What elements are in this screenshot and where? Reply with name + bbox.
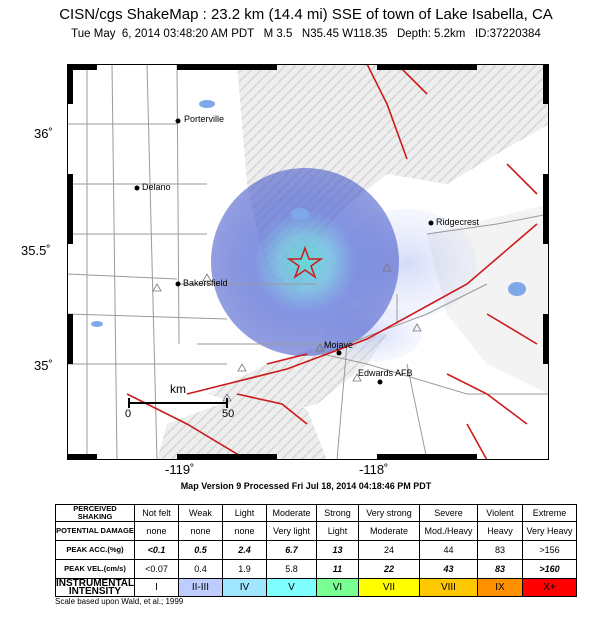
- legend-acc: 83: [476, 540, 523, 560]
- legend-acc: 13: [315, 540, 359, 560]
- legend-intensity: VIII: [418, 578, 478, 597]
- legend-vel: >160: [521, 559, 577, 579]
- south-relief: [157, 394, 327, 460]
- legend-acc: >156: [521, 540, 577, 560]
- legend-damage: Light: [315, 521, 359, 541]
- roads: [67, 64, 549, 460]
- legend-vel: <0.07: [133, 559, 179, 579]
- legend-header-intensity: INSTRUMENTAL INTENSITY: [55, 577, 135, 597]
- shaking-intensity-area: [211, 168, 399, 356]
- legend-damage: none: [133, 521, 179, 541]
- legend-intensity: X+: [521, 578, 577, 597]
- lat-tick-35: 35˚: [34, 358, 53, 373]
- scale-bar: [128, 398, 228, 408]
- scale-label-end: 50: [222, 408, 235, 420]
- legend-shaking: Extreme: [521, 504, 577, 522]
- intensity-legend: PERCEIVED SHAKING Not felt Weak Light Mo…: [55, 504, 577, 597]
- lat-tick-36: 36˚: [34, 126, 53, 141]
- legend-acc: 2.4: [221, 540, 267, 560]
- legend-acc: 6.7: [265, 540, 317, 560]
- legend-vel: 5.8: [265, 559, 317, 579]
- legend-shaking: Not felt: [133, 504, 179, 522]
- legend-vel: 0.4: [177, 559, 223, 579]
- city-label-edwards-afb: Edwards AFB: [358, 368, 413, 378]
- legend-intensity: VII: [357, 578, 420, 597]
- legend-intensity: VI: [315, 578, 359, 597]
- legend-acc: 0.5: [177, 540, 223, 560]
- legend-header-acc: PEAK ACC.(%g): [55, 540, 135, 560]
- lat-tick-35-5: 35.5˚: [21, 243, 51, 258]
- legend-vel: 43: [418, 559, 478, 579]
- lakes: [91, 100, 526, 327]
- legend-acc: 24: [357, 540, 420, 560]
- legend-damage: Mod./Heavy: [418, 521, 478, 541]
- legend-shaking: Strong: [315, 504, 359, 522]
- legend-damage: Very Heavy: [521, 521, 577, 541]
- legend-shaking: Violent: [476, 504, 523, 522]
- scale-label-start: 0: [125, 408, 132, 420]
- legend-shaking: Severe: [418, 504, 478, 522]
- legend-shaking: Moderate: [265, 504, 317, 522]
- legend-shaking: Very strong: [357, 504, 420, 522]
- legend-vel: 22: [357, 559, 420, 579]
- legend-damage: none: [221, 521, 267, 541]
- shakemap[interactable]: Porterville Delano Ridgecrest Bakersfiel…: [67, 64, 549, 460]
- scale-label-km: km: [170, 382, 186, 396]
- legend-intensity: I: [133, 578, 179, 597]
- star-icon: [286, 245, 324, 279]
- legend-acc: 44: [418, 540, 478, 560]
- legend-damage: none: [177, 521, 223, 541]
- city-label-mojave: Mojave: [324, 340, 354, 350]
- legend-damage: Very light: [265, 521, 317, 541]
- legend-vel: 83: [476, 559, 523, 579]
- legend-intensity: V: [265, 578, 317, 597]
- lon-tick-119: -119˚: [165, 462, 195, 477]
- frame-ticks: [67, 64, 549, 460]
- legend-intensity: II-III: [177, 578, 223, 597]
- map-title: CISN/cgs ShakeMap : 23.2 km (14.4 mi) SS…: [59, 6, 553, 23]
- event-details: Tue May 6, 2014 03:48:20 AM PDT M 3.5 N3…: [71, 28, 541, 40]
- legend-shaking: Light: [221, 504, 267, 522]
- legend-shaking: Weak: [177, 504, 223, 522]
- legend-vel: 11: [315, 559, 359, 579]
- city-label-bakersfield: Bakersfield: [183, 278, 228, 288]
- legend-intensity: IX: [476, 578, 523, 597]
- legend-header-damage: POTENTIAL DAMAGE: [55, 521, 135, 541]
- legend-acc: <0.1: [133, 540, 179, 560]
- legend-intensity: IV: [221, 578, 267, 597]
- map-canvas: [67, 64, 549, 460]
- legend-damage: Moderate: [357, 521, 420, 541]
- city-label-ridgecrest: Ridgecrest: [436, 217, 480, 227]
- legend-damage: Heavy: [476, 521, 523, 541]
- map-version: Map Version 9 Processed Fri Jul 18, 2014…: [180, 481, 432, 491]
- lon-tick-118: -118˚: [359, 462, 389, 477]
- scale-note: Scale based upon Wald, et al.; 1999: [55, 597, 184, 606]
- legend-header-vel: PEAK VEL.(cm/s): [55, 559, 135, 579]
- legend-vel: 1.9: [221, 559, 267, 579]
- city-label-porterville: Porterville: [184, 114, 225, 124]
- city-label-delano: Delano: [142, 182, 171, 192]
- city-markers: [134, 118, 434, 385]
- legend-header-shaking: PERCEIVED SHAKING: [55, 504, 135, 522]
